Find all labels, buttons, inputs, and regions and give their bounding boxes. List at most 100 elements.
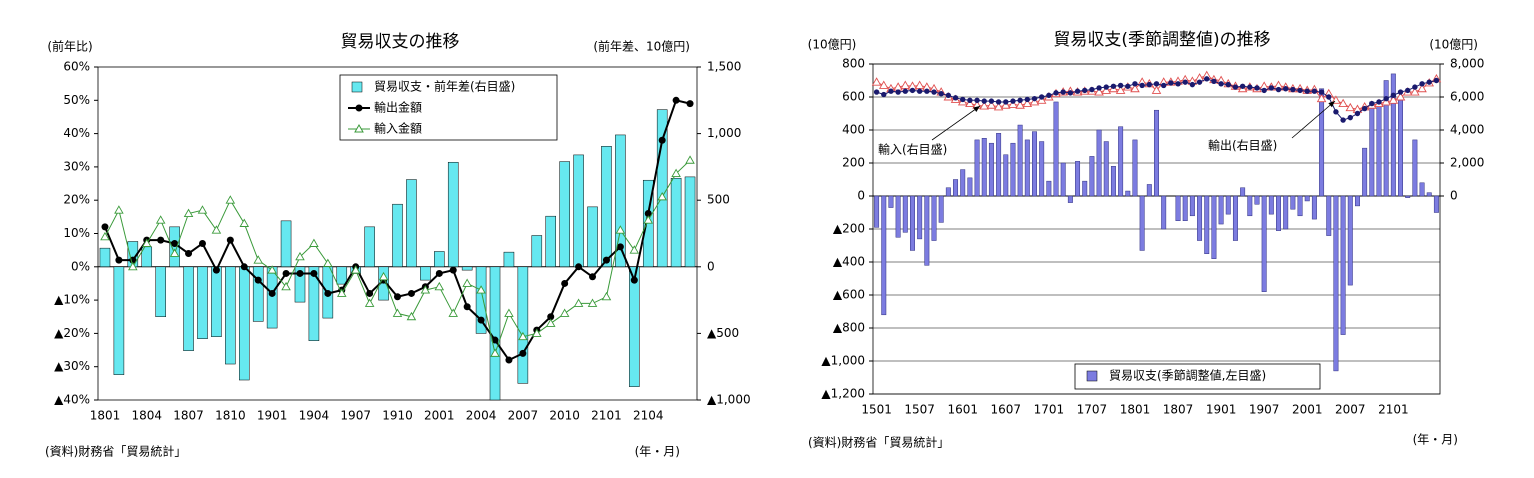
legend-label: 輸入金額 bbox=[374, 121, 422, 136]
bar bbox=[1175, 195, 1181, 221]
point bbox=[101, 223, 109, 231]
bar bbox=[629, 266, 640, 387]
point bbox=[1010, 98, 1016, 104]
y-tick-label: ▲40% bbox=[54, 393, 90, 407]
point bbox=[211, 225, 222, 234]
point bbox=[685, 155, 695, 164]
bar bbox=[406, 179, 417, 268]
point bbox=[1417, 83, 1427, 93]
x-tick-label: 1601 bbox=[947, 403, 978, 417]
bar bbox=[1240, 187, 1246, 197]
bar bbox=[945, 187, 951, 197]
legend-label: 貿易収支・前年差(右目盛) bbox=[374, 79, 515, 94]
point bbox=[1139, 82, 1145, 89]
bar bbox=[1333, 195, 1339, 372]
bar bbox=[197, 266, 208, 339]
y2-tick-label: 0 bbox=[1450, 189, 1458, 203]
point bbox=[155, 215, 166, 224]
point bbox=[1254, 85, 1260, 91]
bar bbox=[1405, 195, 1411, 198]
bar bbox=[881, 195, 887, 316]
point bbox=[602, 256, 610, 264]
point bbox=[253, 255, 263, 264]
chart-title: 貿易収支(季節調整値)の推移 bbox=[1053, 30, 1270, 50]
point bbox=[1397, 89, 1404, 95]
y-tick-label: 30% bbox=[63, 159, 90, 173]
bar bbox=[1354, 195, 1360, 207]
point bbox=[240, 263, 248, 271]
point bbox=[1168, 80, 1174, 86]
y-tick-label: 400 bbox=[842, 123, 865, 137]
source-note: (資料)財務省「貿易統計」 bbox=[45, 444, 186, 459]
bar bbox=[531, 235, 543, 268]
point bbox=[185, 249, 193, 257]
point bbox=[157, 236, 165, 244]
point bbox=[1110, 83, 1117, 89]
bar bbox=[1383, 80, 1389, 197]
point bbox=[1333, 109, 1339, 115]
bar bbox=[1319, 88, 1325, 197]
point bbox=[394, 293, 401, 301]
point bbox=[965, 98, 975, 108]
point bbox=[1038, 94, 1045, 100]
point bbox=[505, 356, 513, 364]
point bbox=[378, 271, 389, 281]
y2-tick-label: 0 bbox=[707, 259, 715, 273]
bar bbox=[1189, 195, 1195, 217]
bar bbox=[461, 266, 473, 271]
point bbox=[1182, 79, 1188, 85]
point bbox=[226, 236, 234, 244]
bar bbox=[447, 161, 459, 268]
point bbox=[197, 205, 208, 214]
bar bbox=[294, 266, 306, 303]
bar bbox=[239, 266, 250, 381]
point bbox=[1282, 86, 1289, 92]
point bbox=[183, 208, 194, 217]
chart-title: 貿易収支の推移 bbox=[341, 32, 460, 52]
point bbox=[1340, 117, 1346, 123]
point bbox=[1130, 83, 1140, 93]
bar bbox=[1347, 195, 1353, 286]
bar bbox=[1146, 184, 1152, 197]
point bbox=[1239, 83, 1246, 89]
y2-tick-label: 4,000 bbox=[1450, 123, 1484, 137]
point bbox=[1132, 81, 1138, 87]
point bbox=[1024, 96, 1031, 103]
y2-tick-label: 500 bbox=[707, 193, 730, 207]
plot-frame bbox=[97, 66, 698, 401]
point bbox=[1361, 105, 1368, 112]
x-tick-label: 1501 bbox=[861, 403, 892, 417]
point bbox=[643, 215, 654, 224]
point bbox=[267, 265, 277, 274]
bar bbox=[434, 251, 445, 268]
y-tick-label: 600 bbox=[842, 90, 865, 104]
y-tick-label: ▲200 bbox=[833, 222, 865, 236]
point bbox=[1153, 81, 1160, 87]
y-tick-label: 0 bbox=[857, 189, 865, 203]
point bbox=[988, 98, 995, 104]
point bbox=[1089, 86, 1095, 93]
point bbox=[1261, 87, 1267, 94]
x-tick-label: 1807 bbox=[1163, 403, 1194, 417]
y-tick-label: 50% bbox=[63, 93, 90, 107]
point bbox=[986, 100, 997, 109]
bar bbox=[917, 195, 923, 240]
bar bbox=[280, 220, 292, 268]
point bbox=[212, 266, 220, 274]
point bbox=[268, 289, 276, 297]
bar bbox=[1197, 195, 1203, 241]
point bbox=[967, 97, 973, 104]
annotation-arrow bbox=[931, 105, 981, 141]
point bbox=[282, 269, 290, 277]
y-axis-unit: (10億円) bbox=[808, 38, 857, 52]
point bbox=[672, 96, 680, 104]
bar bbox=[902, 195, 908, 233]
point bbox=[1297, 87, 1303, 94]
point bbox=[1247, 84, 1253, 90]
bar bbox=[1369, 101, 1375, 197]
point bbox=[198, 239, 206, 247]
bar bbox=[517, 266, 529, 384]
bar bbox=[909, 195, 915, 251]
bar bbox=[960, 169, 966, 197]
bar bbox=[1110, 166, 1116, 197]
